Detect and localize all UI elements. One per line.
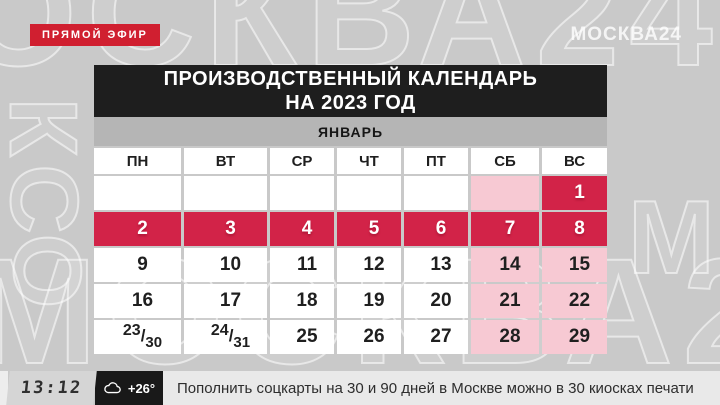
calendar-month-bar: ЯНВАРЬ <box>94 117 607 146</box>
calendar-cell: 11 <box>270 248 334 282</box>
calendar-cell: 19 <box>337 284 401 318</box>
calendar-cell: 21 <box>471 284 539 318</box>
calendar-cell: 24/31 <box>184 320 267 354</box>
calendar-cell: 2 <box>94 212 181 246</box>
calendar-cell: 26 <box>337 320 401 354</box>
calendar-title-line2: НА 2023 ГОД <box>285 92 416 114</box>
day-header: ПТ <box>404 148 468 174</box>
calendar-cell: 25 <box>270 320 334 354</box>
calendar-cell: 18 <box>270 284 334 318</box>
watermark-text: О <box>0 233 101 320</box>
calendar-cell <box>337 176 401 210</box>
watermark-text: М <box>627 180 720 296</box>
calendar-cell: 14 <box>471 248 539 282</box>
calendar-cell <box>471 176 539 210</box>
news-ticker: Пополнить соцкарты на 30 и 90 дней в Мос… <box>163 371 720 405</box>
calendar-cell: 1 <box>542 176 607 210</box>
calendar-title: ПРОИЗВОДСТВЕННЫЙ КАЛЕНДАРЬ НА 2023 ГОД <box>94 65 607 117</box>
watermark-text: С <box>0 163 99 244</box>
weather-widget: +26° <box>95 371 163 405</box>
calendar-cell <box>270 176 334 210</box>
day-header: ВС <box>542 148 607 174</box>
watermark-text: К <box>0 97 97 168</box>
calendar-cell: 9 <box>94 248 181 282</box>
calendar-cell: 28 <box>471 320 539 354</box>
calendar-cell: 15 <box>542 248 607 282</box>
calendar-month-label: ЯНВАРЬ <box>317 123 384 140</box>
day-header: ВТ <box>184 148 267 174</box>
clock: 13:12 <box>6 371 97 405</box>
calendar-cell: 5 <box>337 212 401 246</box>
calendar-cell: 7 <box>471 212 539 246</box>
clock-time: 13:12 <box>19 378 84 398</box>
day-header: СР <box>270 148 334 174</box>
bottom-ticker: 13:12 +26° Пополнить соцкарты на 30 и 90… <box>0 371 720 405</box>
day-header: СБ <box>471 148 539 174</box>
calendar-cell <box>184 176 267 210</box>
calendar-cell: 8 <box>542 212 607 246</box>
day-header: ЧТ <box>337 148 401 174</box>
calendar-grid: ПН ВТ СР ЧТ ПТ СБ ВС 1 2 3 4 5 6 7 8 9 10 11 12 13 14 15 16 17 1… <box>94 148 607 354</box>
production-calendar: ПРОИЗВОДСТВЕННЫЙ КАЛЕНДАРЬ НА 2023 ГОД Я… <box>94 65 607 354</box>
calendar-title-line1: ПРОИЗВОДСТВЕННЫЙ КАЛЕНДАРЬ <box>163 68 538 90</box>
calendar-cell: 3 <box>184 212 267 246</box>
calendar-cell: 6 <box>404 212 468 246</box>
channel-logo-text: МОСКВА24 <box>570 24 682 45</box>
calendar-cell: 22 <box>542 284 607 318</box>
calendar-cell: 17 <box>184 284 267 318</box>
calendar-cell: 23/30 <box>94 320 181 354</box>
calendar-cell <box>404 176 468 210</box>
calendar-cell: 4 <box>270 212 334 246</box>
calendar-cell: 10 <box>184 248 267 282</box>
ticker-spacer <box>0 371 8 405</box>
calendar-cell: 29 <box>542 320 607 354</box>
live-badge-label: ПРЯМОЙ ЭФИР <box>42 29 148 41</box>
day-header: ПН <box>94 148 181 174</box>
calendar-cell: 12 <box>337 248 401 282</box>
calendar-cell: 20 <box>404 284 468 318</box>
temperature-label: +26° <box>127 380 156 396</box>
calendar-cell: 27 <box>404 320 468 354</box>
calendar-cell <box>94 176 181 210</box>
cloud-icon <box>104 382 121 394</box>
calendar-cell: 13 <box>404 248 468 282</box>
live-badge: ПРЯМОЙ ЭФИР <box>30 24 160 46</box>
channel-logo: МОСКВА24 <box>570 24 682 46</box>
news-ticker-text: Пополнить соцкарты на 30 и 90 дней в Мос… <box>177 379 694 397</box>
calendar-cell: 16 <box>94 284 181 318</box>
